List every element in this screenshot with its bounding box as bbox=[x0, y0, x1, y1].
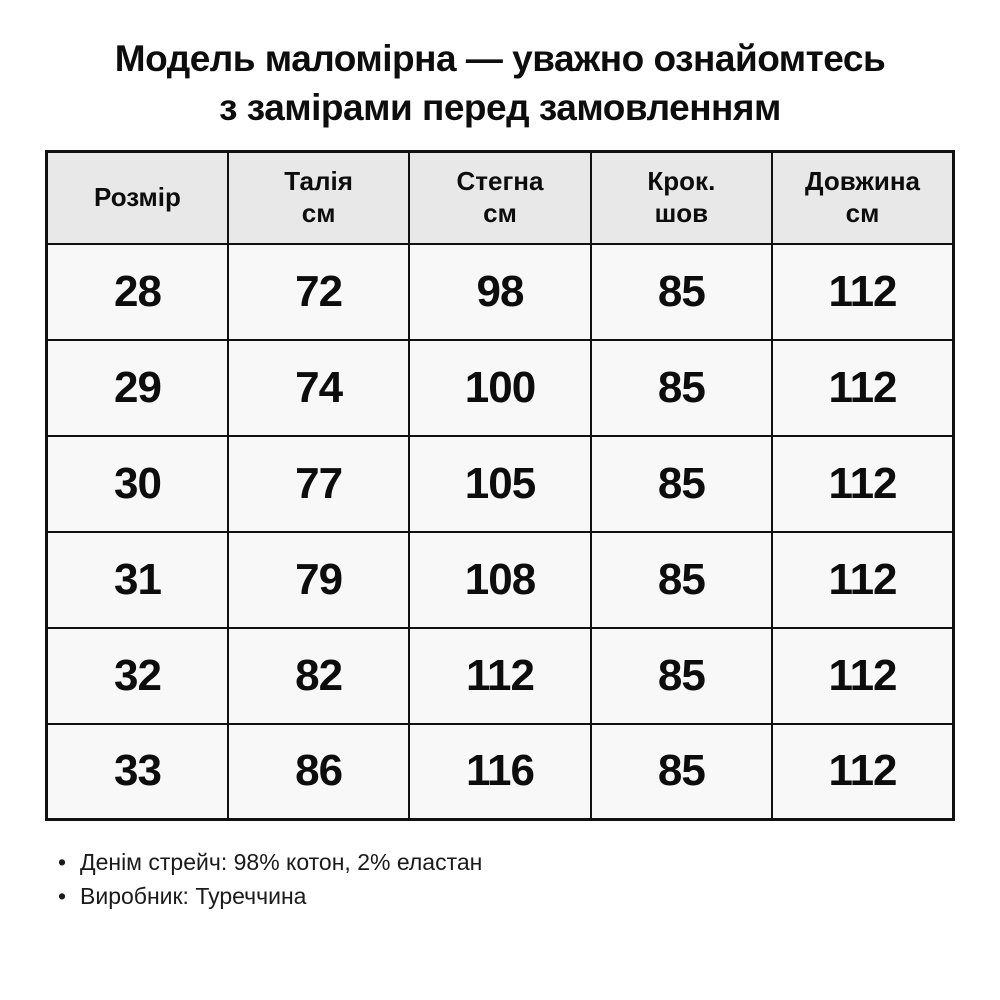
cell-size: 29 bbox=[45, 338, 229, 437]
page-title-line-2: з замірами перед замовленням bbox=[219, 87, 781, 129]
page-title: Модель маломірна — уважно ознайомтесь з … bbox=[0, 34, 1000, 132]
cell-hips: 116 bbox=[408, 722, 592, 821]
cell-length: 112 bbox=[771, 626, 955, 725]
cell-length: 112 bbox=[771, 338, 955, 437]
cell-waist: 74 bbox=[226, 338, 411, 437]
header-waist-line-1: Талія bbox=[284, 166, 353, 197]
cell-length: 112 bbox=[771, 434, 955, 533]
cell-waist: 79 bbox=[226, 530, 411, 629]
cell-inseam: 85 bbox=[589, 338, 774, 437]
cell-size: 31 bbox=[45, 530, 229, 629]
cell-size: 33 bbox=[45, 722, 229, 821]
cell-inseam: 85 bbox=[589, 530, 774, 629]
cell-inseam: 85 bbox=[589, 722, 774, 821]
cell-hips: 105 bbox=[408, 434, 592, 533]
cell-hips: 112 bbox=[408, 626, 592, 725]
table-row: 33 86 116 85 112 bbox=[45, 722, 955, 821]
size-table-head: Розмір Талія см Стегна см Крок. шов Довж… bbox=[45, 150, 955, 245]
table-row: 30 77 105 85 112 bbox=[45, 434, 955, 533]
size-table-body: 28 72 98 85 112 29 74 100 85 112 30 77 1… bbox=[45, 242, 955, 821]
header-hips-line-2: см bbox=[483, 197, 517, 228]
cell-length: 112 bbox=[771, 530, 955, 629]
header-waist-line-2: см bbox=[301, 197, 336, 228]
header-length: Довжина см bbox=[771, 150, 955, 245]
cell-inseam: 85 bbox=[589, 434, 774, 533]
header-inseam-line-2: шов bbox=[654, 197, 709, 228]
cell-inseam: 85 bbox=[589, 626, 774, 725]
cell-waist: 72 bbox=[226, 242, 411, 341]
note-item-producer: Виробник: Туреччина bbox=[58, 879, 482, 913]
cell-length: 112 bbox=[771, 722, 955, 821]
notes-list: Денім стрейч: 98% котон, 2% еластан Виро… bbox=[58, 845, 482, 913]
header-inseam-line-1: Крок. bbox=[647, 166, 716, 197]
cell-size: 28 bbox=[45, 242, 229, 341]
note-item-fabric: Денім стрейч: 98% котон, 2% еластан bbox=[58, 845, 482, 879]
cell-waist: 86 bbox=[226, 722, 411, 821]
cell-size: 32 bbox=[45, 626, 229, 725]
header-length-line-2: см bbox=[845, 197, 880, 228]
header-size-line-1: Розмір bbox=[94, 181, 181, 212]
cell-size: 30 bbox=[45, 434, 229, 533]
header-length-line-1: Довжина bbox=[805, 166, 920, 197]
header-hips-line-1: Стегна bbox=[456, 166, 544, 197]
page-title-line-1: Модель маломірна — уважно ознайомтесь bbox=[114, 38, 886, 79]
header-inseam: Крок. шов bbox=[589, 150, 774, 245]
cell-hips: 108 bbox=[408, 530, 592, 629]
table-row: 29 74 100 85 112 bbox=[45, 338, 955, 437]
cell-waist: 77 bbox=[226, 434, 411, 533]
table-row: 31 79 108 85 112 bbox=[45, 530, 955, 629]
table-row: 32 82 112 85 112 bbox=[45, 626, 955, 725]
header-size: Розмір bbox=[45, 150, 229, 245]
header-waist: Талія см bbox=[226, 150, 411, 245]
cell-hips: 100 bbox=[408, 338, 592, 437]
cell-hips: 98 bbox=[408, 242, 592, 341]
table-header-row: Розмір Талія см Стегна см Крок. шов Довж… bbox=[45, 150, 955, 245]
table-row: 28 72 98 85 112 bbox=[45, 242, 955, 341]
cell-waist: 82 bbox=[226, 626, 411, 725]
size-table: Розмір Талія см Стегна см Крок. шов Довж… bbox=[45, 150, 955, 821]
header-hips: Стегна см bbox=[408, 150, 592, 245]
cell-inseam: 85 bbox=[589, 242, 774, 341]
cell-length: 112 bbox=[771, 242, 955, 341]
